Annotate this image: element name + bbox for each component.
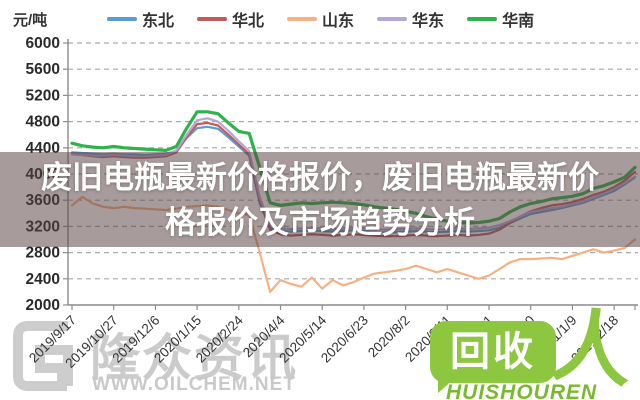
y-tick-label: 2400 xyxy=(26,271,60,288)
watermark-huishouren: 回收 人 HUISHOUREN xyxy=(424,300,640,400)
badge-tail-icon xyxy=(438,379,454,393)
legend-item-0: 东北 xyxy=(107,7,174,31)
y-tick-label: 6000 xyxy=(26,35,60,52)
y-axis-unit-label: 元/吨 xyxy=(13,12,48,29)
y-tick-label: 2800 xyxy=(26,245,60,262)
legend-marker-icon xyxy=(107,17,137,21)
banner-title-line1: 废旧电瓶最新价格报价，废旧电瓶最新价 xyxy=(41,159,599,195)
legend-label: 华东 xyxy=(412,13,445,30)
recycle-badge-text: 回收 xyxy=(450,330,536,374)
legend-label: 山东 xyxy=(322,13,355,30)
legend-item-1: 华北 xyxy=(197,7,264,31)
y-tick-label: 2000 xyxy=(26,297,60,314)
legend-marker-icon xyxy=(197,17,228,21)
watermark-brand-text: 隆众资讯 xyxy=(90,330,298,386)
legend-marker-icon xyxy=(377,17,408,21)
person-glyph-icon: 人 xyxy=(547,300,637,397)
legend-label: 东北 xyxy=(142,13,175,30)
oilchem-logo-icon xyxy=(13,321,73,391)
chart-legend: 东北 华北 山东 华东 华南 xyxy=(107,7,557,31)
watermark-site-text: WWW.OILCHEM.NET xyxy=(92,374,296,395)
banner-title-line2: 格报价及市场趋势分析 xyxy=(165,204,475,240)
y-tick-label: 4800 xyxy=(26,114,60,131)
legend-label: 华北 xyxy=(232,13,265,30)
watermark-oilchem: 隆众资讯 WWW.OILCHEM.NET xyxy=(8,312,296,400)
title-banner: 废旧电瓶最新价格报价，废旧电瓶最新价 格报价及市场趋势分析 xyxy=(0,152,640,247)
legend-label: 华南 xyxy=(502,13,535,30)
y-tick-label: 5600 xyxy=(26,61,60,78)
recycle-badge: 回收 xyxy=(430,321,556,383)
watermark-caption: HUISHOUREN xyxy=(446,381,598,400)
legend-item-4: 华南 xyxy=(467,7,534,31)
legend-marker-icon xyxy=(467,17,498,21)
y-tick-label: 5200 xyxy=(26,87,60,104)
legend-marker-icon xyxy=(287,17,318,21)
legend-item-2: 山东 xyxy=(287,7,354,31)
legend-item-3: 华东 xyxy=(377,7,444,31)
